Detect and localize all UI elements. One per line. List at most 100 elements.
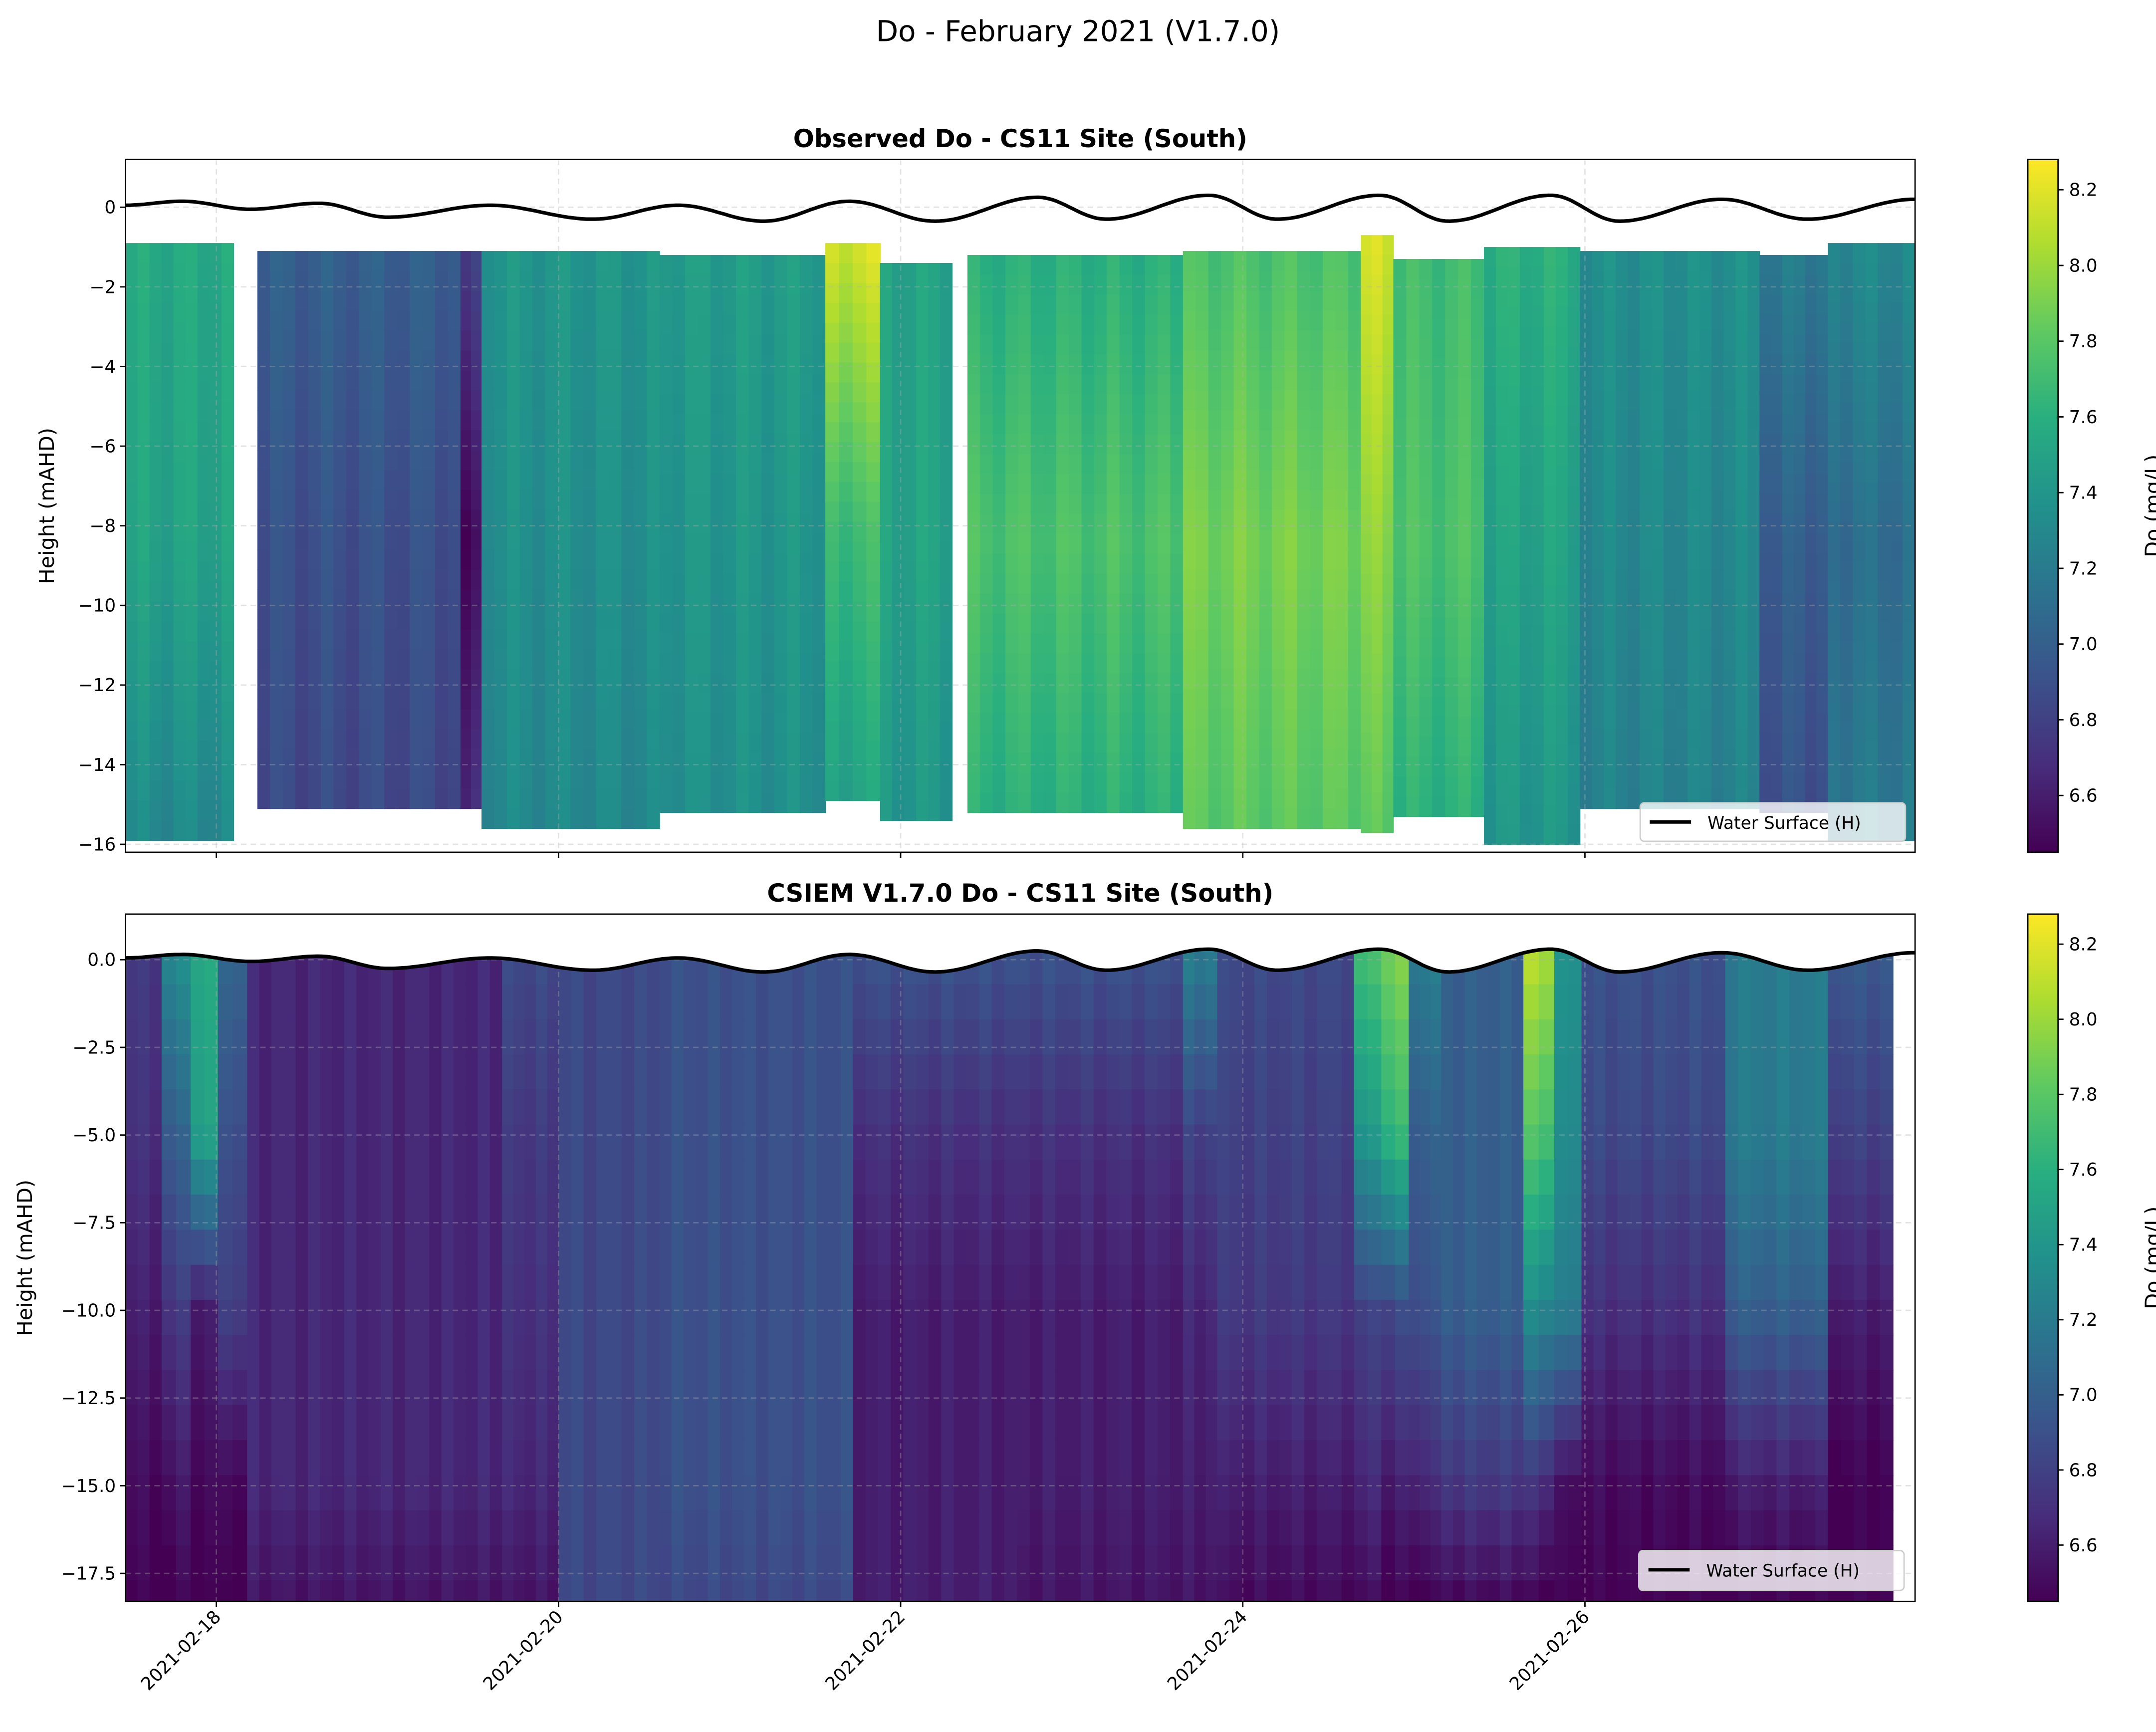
heatmap-cell [295, 470, 309, 491]
heatmap-cell [1372, 573, 1383, 594]
heatmap-cell [748, 294, 762, 315]
heatmap-cell [359, 509, 372, 530]
heatmap-cell [736, 394, 749, 415]
heatmap-cell [571, 1019, 585, 1055]
heatmap-cell [1458, 557, 1472, 578]
heatmap-cell [1119, 354, 1133, 375]
heatmap-cell [621, 390, 635, 411]
heatmap-cell [307, 1264, 321, 1301]
heatmap-cell [1687, 569, 1700, 590]
heatmap-cell [1771, 255, 1783, 276]
heatmap-cell [1508, 306, 1521, 327]
heatmap-cell [698, 494, 712, 514]
water-surface-line [125, 193, 1916, 223]
heatmap-cell [1890, 741, 1904, 761]
heatmap-cell [1322, 370, 1336, 391]
heatmap-cell [1132, 255, 1146, 276]
heatmap-cell [839, 601, 854, 622]
heatmap-cell [1361, 294, 1373, 315]
heatmap-cell [1208, 490, 1222, 510]
heatmap-cell [506, 290, 520, 311]
heatmap-cell [397, 251, 411, 272]
heatmap-cell [672, 533, 686, 554]
heatmap-cell [1145, 693, 1159, 714]
heatmap-cell [1664, 509, 1677, 530]
heatmap-cell [489, 1019, 503, 1055]
heatmap-cell [1664, 290, 1677, 311]
heatmap-cell [1069, 593, 1082, 614]
heatmap-cell [852, 681, 867, 702]
heatmap-cell [1335, 390, 1349, 411]
heatmap-cell [880, 342, 893, 363]
heatmap-cell [992, 553, 1006, 574]
heatmap-cell [839, 661, 854, 682]
heatmap-cell [1828, 382, 1841, 403]
heatmap-cell [812, 513, 826, 534]
heatmap-cell [583, 788, 597, 809]
heatmap-cell [1759, 294, 1772, 315]
heatmap-cell [1853, 362, 1866, 383]
heatmap-cell [1419, 278, 1433, 299]
heatmap-cell [558, 1545, 572, 1581]
heatmap-cell [1903, 661, 1916, 682]
heatmap-cell [812, 255, 826, 276]
heatmap-cell [916, 482, 929, 502]
heatmap-cell [1406, 278, 1420, 299]
heatmap-cell [787, 733, 801, 753]
heatmap-cell [852, 661, 867, 682]
heatmap-cell [320, 270, 334, 291]
heatmap-cell [308, 669, 322, 690]
heatmap-cell [1496, 266, 1509, 287]
heatmap-cell [320, 1545, 333, 1581]
heatmap-cell [1747, 410, 1760, 431]
heatmap-cell [825, 282, 840, 303]
heatmap-cell [259, 1580, 272, 1602]
heatmap-cell [1865, 760, 1879, 781]
heatmap-cell [1604, 549, 1617, 570]
heatmap-cell [371, 330, 385, 351]
heatmap-cell [812, 414, 826, 435]
heatmap-cell [547, 1370, 559, 1406]
heatmap-cell [1747, 709, 1760, 730]
heatmap-cell [1865, 741, 1879, 761]
heatmap-cell [647, 589, 660, 610]
heatmap-cell [410, 669, 423, 690]
heatmap-cell [852, 282, 867, 303]
heatmap-cell [1170, 394, 1184, 415]
heatmap-cell [1840, 342, 1854, 363]
heatmap-cell [506, 569, 520, 590]
heatmap-cell [1361, 533, 1373, 554]
heatmap-cell [557, 251, 571, 272]
heatmap-cell [295, 589, 309, 610]
heatmap-cell [368, 1545, 382, 1581]
heatmap-cell [1652, 509, 1665, 530]
heatmap-cell [519, 350, 533, 371]
heatmap-cell [1432, 637, 1446, 658]
heatmap-cell [685, 474, 699, 495]
heatmap-cell [173, 263, 186, 284]
heatmap-cell [1664, 251, 1677, 272]
heatmap-cell [1056, 673, 1070, 694]
heatmap-cell [761, 752, 775, 773]
heatmap-cell [1382, 414, 1394, 435]
heatmap-cell [1878, 561, 1891, 582]
heatmap-cell [1520, 486, 1533, 506]
heatmap-cell [545, 729, 558, 749]
heatmap-cell [502, 1580, 514, 1602]
heatmap-cell [149, 1054, 162, 1090]
heatmap-cell [410, 629, 423, 650]
heatmap-cell [429, 1230, 442, 1265]
heatmap-cell [866, 282, 881, 303]
heatmap-cell [583, 509, 597, 530]
heatmap-cell [596, 1230, 610, 1265]
heatmap-cell [536, 1510, 548, 1546]
heatmap-cell [259, 1299, 272, 1336]
heatmap-cell [1532, 565, 1545, 586]
heatmap-cell [161, 382, 174, 403]
heatmap-cell [647, 509, 660, 530]
heatmap-cell [1604, 450, 1617, 471]
heatmap-cell [570, 748, 584, 769]
heatmap-cell [478, 1019, 490, 1055]
heatmap-cell [1544, 725, 1557, 745]
heatmap-cell [1544, 585, 1557, 606]
